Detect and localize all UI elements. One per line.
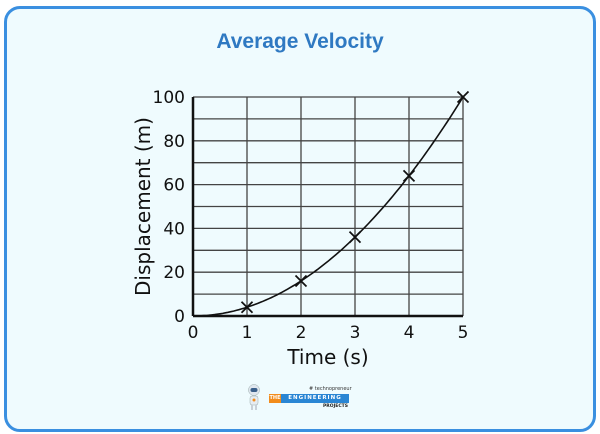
x-tick-label: 1	[242, 323, 253, 343]
x-tick-label: 2	[296, 323, 307, 343]
marker-stroke	[348, 231, 362, 244]
y-tick-label: 40	[163, 219, 185, 239]
y-axis-label: Displacement (m)	[131, 117, 155, 296]
y-tick-label: 100	[153, 88, 185, 108]
logo-engineering: ENGINEERING	[281, 394, 349, 403]
marker-stroke	[456, 90, 470, 104]
logo-projects: PROJECTS	[323, 404, 348, 409]
data-point-marker	[402, 169, 416, 182]
y-tick-label: 60	[163, 176, 185, 196]
x-tick-label: 3	[350, 323, 361, 343]
marker-stroke	[294, 274, 308, 288]
marker-stroke	[240, 301, 254, 314]
y-tick-label: 0	[174, 307, 185, 327]
chart-title: Average Velocity	[216, 30, 384, 53]
x-tick-label: 4	[404, 323, 415, 343]
x-tick-label: 0	[188, 323, 199, 343]
x-axis-label: Time (s)	[286, 345, 368, 369]
logo-tagline: # technopreneur	[309, 386, 352, 392]
robot-icon	[248, 384, 260, 410]
engineering-projects-logo: # technopreneur THE ENGINEERING PROJECTS	[243, 383, 355, 413]
fit-curve	[193, 96, 464, 317]
data-point-marker	[456, 90, 470, 104]
x-tick-label: 5	[458, 323, 469, 343]
data-point-marker	[348, 231, 362, 244]
y-tick-label: 80	[163, 132, 185, 152]
marker-stroke	[402, 169, 416, 182]
chart-card	[4, 6, 596, 432]
logo-the: THE	[269, 394, 281, 403]
y-tick-label: 20	[163, 263, 185, 283]
data-point-marker	[294, 274, 308, 288]
data-point-marker	[240, 301, 254, 314]
